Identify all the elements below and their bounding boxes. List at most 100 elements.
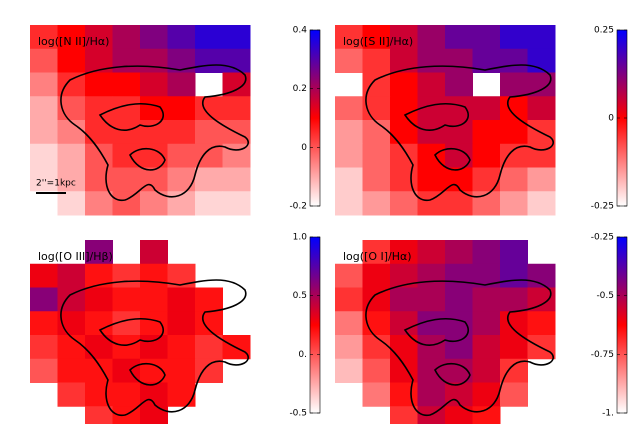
- map-pixel: [472, 96, 501, 121]
- map-pixel: [500, 48, 528, 73]
- map-pixel: [57, 143, 86, 168]
- map-pixel: [140, 263, 168, 288]
- map-pixel: [85, 240, 113, 265]
- map-pixel: [30, 120, 58, 145]
- map-pixel: [335, 25, 363, 50]
- map-pixel: [30, 96, 58, 121]
- map-pixel: [390, 240, 418, 265]
- map-pixel: [390, 143, 418, 168]
- map-pixel: [472, 120, 501, 145]
- colorbar-tick-label: 0: [608, 114, 614, 124]
- map-pixel: [167, 335, 196, 360]
- map-pixel: [195, 167, 223, 192]
- map-pixel: [57, 263, 86, 288]
- map-pixel: [85, 25, 113, 50]
- map-pixel: [500, 358, 528, 383]
- contour: [60, 64, 249, 201]
- map-pixel: [30, 25, 58, 50]
- map-pixel: [417, 382, 446, 407]
- map-pixel: [57, 120, 86, 145]
- map-pixel: [500, 263, 528, 288]
- map-pixel: [112, 48, 141, 73]
- map-pixel: [85, 335, 113, 360]
- colorbar-tick-label: 1.0: [293, 233, 308, 243]
- map-pixel: [112, 287, 141, 312]
- map-pixel: [472, 287, 501, 312]
- map-pixel: [390, 382, 418, 407]
- map-pixel: [85, 406, 113, 424]
- map-pixel: [445, 335, 473, 360]
- map-pixel: [362, 120, 391, 145]
- map-pixel: [222, 25, 251, 50]
- colorbar: [309, 236, 321, 414]
- map-pixel: [140, 240, 168, 265]
- map-pixel: [112, 120, 141, 145]
- colorbar-tick-label: -0.75: [591, 350, 614, 360]
- map-pixel: [472, 311, 501, 336]
- map-pixel: [472, 240, 501, 265]
- map-pixel: [445, 358, 473, 383]
- map-pixel: [445, 240, 473, 265]
- map-pixel: [500, 335, 528, 360]
- map-pixel: [30, 358, 58, 383]
- panel-title: log([S II]/Hα): [343, 35, 413, 48]
- map-pixel: [57, 191, 86, 216]
- map-pixel: [445, 72, 473, 97]
- panel: log([S II]/Hα) -0.25 0 0.25: [335, 25, 628, 216]
- colorbar: [616, 236, 628, 414]
- map-pixel: [222, 191, 251, 216]
- map-pixel: [500, 311, 528, 336]
- contour: [365, 279, 554, 416]
- map-pixel: [112, 263, 141, 288]
- colorbar: [309, 29, 321, 207]
- map-pixel: [85, 143, 113, 168]
- colorbar-tick-label: 0: [301, 143, 307, 153]
- map-pixel: [140, 335, 168, 360]
- map-pixel: [500, 167, 528, 192]
- panel: log([O III]/Hβ) -0.5 0. 0.5 1.0: [30, 233, 321, 424]
- colorbar-tick-label: 0.2: [293, 84, 307, 94]
- map-pixel: [335, 263, 363, 288]
- map-pixel: [362, 191, 391, 216]
- map-pixel: [195, 287, 223, 312]
- map-pixel: [112, 191, 141, 216]
- map-pixel: [500, 143, 528, 168]
- map-pixel: [362, 263, 391, 288]
- map-pixel: [167, 96, 196, 121]
- colorbar-tick-label: -0.5: [289, 409, 307, 419]
- panel: log([O I]/Hα) -1. -0.75 -0.5 -0.25: [335, 233, 628, 424]
- contour: [60, 279, 249, 416]
- map-pixel: [30, 48, 58, 73]
- colorbar-tick-label: 0.4: [293, 26, 308, 36]
- map-pixel: [390, 335, 418, 360]
- map-pixel: [472, 25, 501, 50]
- map-pixel: [335, 287, 363, 312]
- map-pixel: [85, 311, 113, 336]
- map-pixel: [195, 358, 223, 383]
- map-pixel: [167, 287, 196, 312]
- map-pixel: [445, 263, 473, 288]
- map-pixel: [195, 25, 223, 50]
- map-pixel: [167, 167, 196, 192]
- map-pixel: [417, 263, 446, 288]
- map-pixel: [445, 120, 473, 145]
- map-pixel: [195, 143, 223, 168]
- map-pixel: [500, 120, 528, 145]
- map-pixel: [140, 120, 168, 145]
- map-pixel: [500, 96, 528, 121]
- map-pixel: [112, 335, 141, 360]
- map-pixel: [472, 167, 501, 192]
- map-pixel: [57, 167, 86, 192]
- map-pixel: [335, 96, 363, 121]
- map-pixel: [30, 167, 58, 192]
- map-pixel: [445, 287, 473, 312]
- colorbar-tick-label: -0.25: [591, 233, 614, 243]
- map-pixel: [500, 25, 528, 50]
- map-pixel: [167, 25, 196, 50]
- map-pixel: [335, 335, 363, 360]
- map-pixel: [500, 382, 528, 407]
- colorbar-tick-label: -0.5: [596, 291, 614, 301]
- map-pixel: [30, 263, 58, 288]
- map-pixel: [500, 240, 528, 265]
